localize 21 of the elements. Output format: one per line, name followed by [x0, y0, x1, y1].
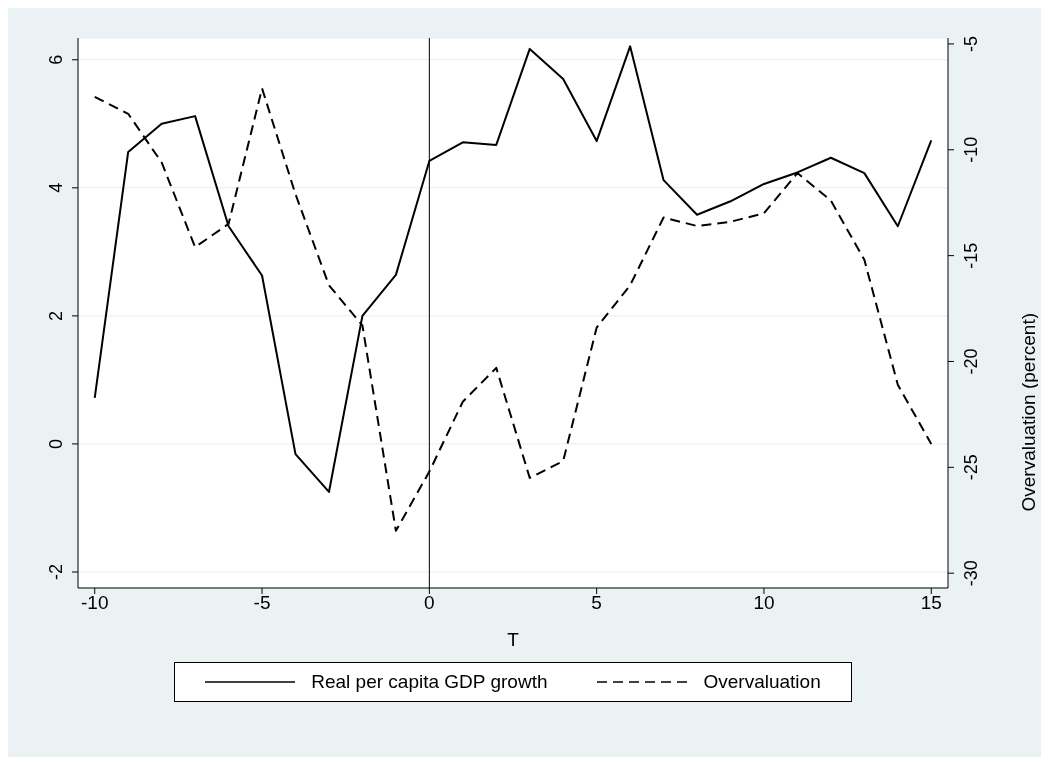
y-tick-label: 4: [46, 182, 66, 193]
x-tick-label: 5: [591, 592, 602, 614]
y2-tick-label: -15: [960, 242, 981, 269]
y2-tick-label: -20: [960, 348, 981, 375]
y-tick-label: 6: [46, 54, 66, 65]
y-tick-label: -2: [46, 563, 66, 580]
x-tick-label: 0: [424, 592, 435, 614]
y-tick-label: 2: [46, 310, 66, 321]
x-axis-title: T: [507, 629, 520, 650]
legend-label: Real per capita GDP growth: [311, 671, 548, 693]
y2-tick-label: -25: [960, 454, 981, 481]
y2-tick-label: -10: [960, 136, 981, 163]
y2-tick-label: -5: [960, 35, 981, 52]
x-tick-label: -10: [81, 592, 109, 614]
x-tick-label: 15: [920, 592, 942, 614]
x-tick-label: -5: [253, 592, 271, 614]
y2-tick-label: -30: [960, 560, 981, 587]
y-tick-label: 0: [46, 438, 66, 449]
legend-label: Overvaluation: [703, 671, 821, 693]
x-tick-label: 10: [753, 592, 775, 614]
y2-axis-title: Overvaluation (percent): [1017, 313, 1039, 512]
